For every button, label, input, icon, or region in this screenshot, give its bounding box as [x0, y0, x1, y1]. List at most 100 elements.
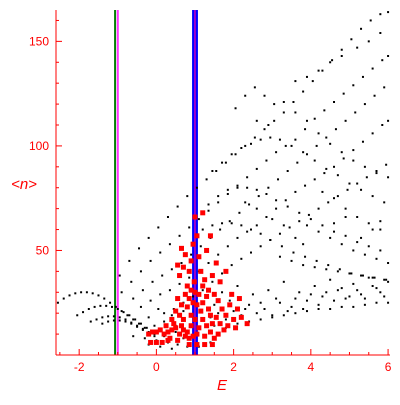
red-point [163, 323, 169, 329]
black-point [373, 94, 376, 97]
red-point [207, 312, 213, 318]
black-point [130, 321, 133, 324]
black-point [363, 303, 366, 306]
black-point [387, 262, 390, 264]
red-point [211, 291, 217, 297]
black-point [282, 224, 285, 227]
black-point [290, 259, 293, 262]
black-point [302, 264, 305, 267]
black-point [333, 197, 336, 200]
black-point [350, 38, 353, 41]
black-point [246, 186, 249, 189]
black-point [124, 320, 127, 323]
black-point [134, 318, 137, 321]
black-point [224, 318, 227, 321]
black-point [159, 251, 162, 254]
black-point [284, 199, 287, 202]
black-point [221, 272, 224, 275]
black-point [317, 69, 320, 72]
red-point [194, 233, 200, 239]
red-point [196, 254, 202, 260]
red-point [175, 337, 181, 343]
black-point [275, 199, 278, 202]
black-point [217, 201, 220, 204]
black-point [130, 322, 133, 325]
red-point [148, 339, 154, 345]
black-point [163, 312, 166, 315]
black-point [284, 144, 287, 147]
black-point [387, 280, 390, 283]
black-point [333, 299, 336, 302]
red-point [209, 342, 215, 348]
black-point [387, 11, 390, 14]
black-point [226, 188, 229, 191]
black-point [244, 201, 247, 204]
black-point [383, 278, 386, 281]
black-point [267, 289, 270, 292]
black-point [371, 67, 374, 70]
red-point [180, 264, 186, 270]
black-point [170, 314, 173, 317]
red-point [194, 342, 200, 348]
black-point [367, 222, 370, 225]
black-point [298, 291, 301, 294]
black-point [132, 335, 135, 338]
black-point [228, 299, 231, 302]
black-point [360, 293, 363, 296]
red-point [198, 308, 204, 314]
black-point [141, 289, 144, 292]
black-point [282, 314, 285, 317]
black-point [236, 186, 239, 189]
y-tick-label: 100 [29, 139, 49, 153]
black-point [246, 230, 249, 233]
black-point [313, 159, 316, 162]
axis-labels: E <n> [11, 176, 228, 394]
black-point [352, 249, 355, 252]
red-point [191, 279, 197, 285]
black-point [107, 320, 110, 323]
black-point [360, 27, 363, 30]
red-point [180, 327, 186, 333]
black-point [344, 234, 347, 237]
red-point [182, 252, 188, 258]
red-point [194, 331, 200, 337]
black-point [255, 188, 258, 191]
black-point [356, 289, 359, 292]
x-tick-label: 0 [153, 360, 160, 374]
x-tick-label: -2 [74, 360, 85, 374]
black-point [253, 86, 256, 89]
red-point [190, 300, 196, 306]
black-point [275, 207, 278, 210]
black-point [101, 316, 104, 319]
black-point [120, 291, 123, 294]
black-point [381, 124, 384, 126]
black-point [89, 320, 92, 323]
black-point [275, 151, 278, 154]
black-point [221, 291, 224, 294]
black-point [292, 251, 295, 254]
black-point [213, 303, 216, 306]
black-point [197, 218, 200, 221]
black-point [273, 119, 276, 122]
black-point [305, 310, 308, 313]
black-point [143, 326, 146, 329]
black-point [157, 308, 160, 310]
black-point [112, 315, 115, 318]
black-point [157, 226, 160, 229]
red-point [178, 323, 184, 329]
black-point [271, 316, 274, 319]
black-point [136, 325, 139, 328]
red-point [180, 316, 186, 322]
black-point [325, 268, 328, 271]
red-point [161, 331, 167, 337]
black-point [379, 13, 382, 16]
black-point [166, 216, 169, 218]
black-point [126, 314, 129, 317]
y-tick-label: 150 [29, 34, 49, 48]
black-point [313, 117, 316, 120]
red-point [190, 241, 196, 247]
black-point [371, 228, 374, 231]
black-point [255, 119, 258, 122]
x-axis-label: E [217, 377, 228, 394]
